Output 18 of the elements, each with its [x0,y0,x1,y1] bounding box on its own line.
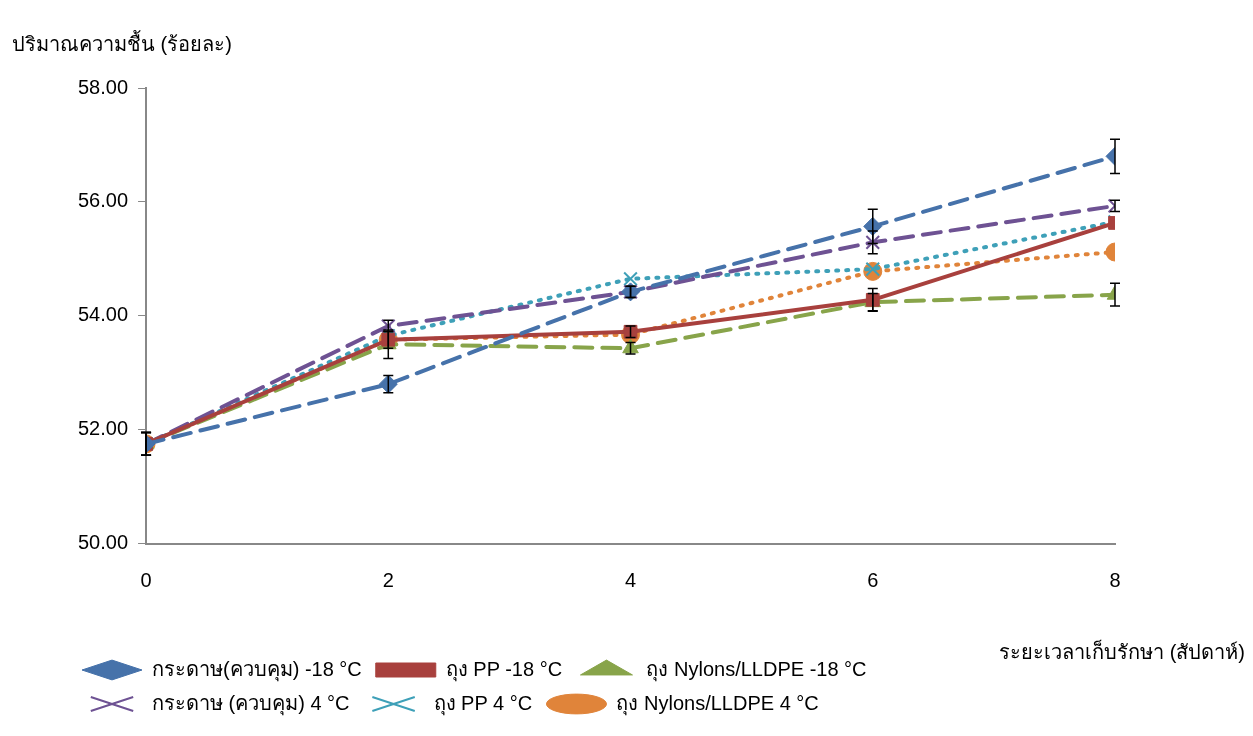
x-tick-label: 4 [624,569,637,592]
legend-label: กระดาษ (ควบคุม) 4 °C [152,691,350,716]
y-tick-label: 52.00 [77,417,129,440]
y-tick-label: 54.00 [77,303,129,326]
x-tick-label: 8 [1109,569,1121,592]
x-tick-label: 0 [140,569,152,592]
y-tick-label: 58.00 [77,75,129,98]
legend-label: ถุง Nylons/LLDPE -18 °C [646,657,867,682]
x-tick-label: 6 [867,569,879,592]
legend-label: กระดาษ(ควบคุม) -18 °C [152,657,362,682]
legend-label: ถุง Nylons/LLDPE 4 °C [616,691,819,716]
y-tick-label: 50.00 [77,531,129,554]
x-axis-title: ระยะเวลาเก็บรักษา (สัปดาห์) [999,638,1245,665]
legend-label: ถุง PP 4 °C [433,691,533,716]
y-tick-label: 56.00 [77,189,129,212]
y-axis-title: ปริมาณความชื้น (ร้อยละ) [12,29,232,57]
x-tick-label: 2 [382,569,394,592]
legend-label: ถุง PP -18 °C [445,657,563,682]
